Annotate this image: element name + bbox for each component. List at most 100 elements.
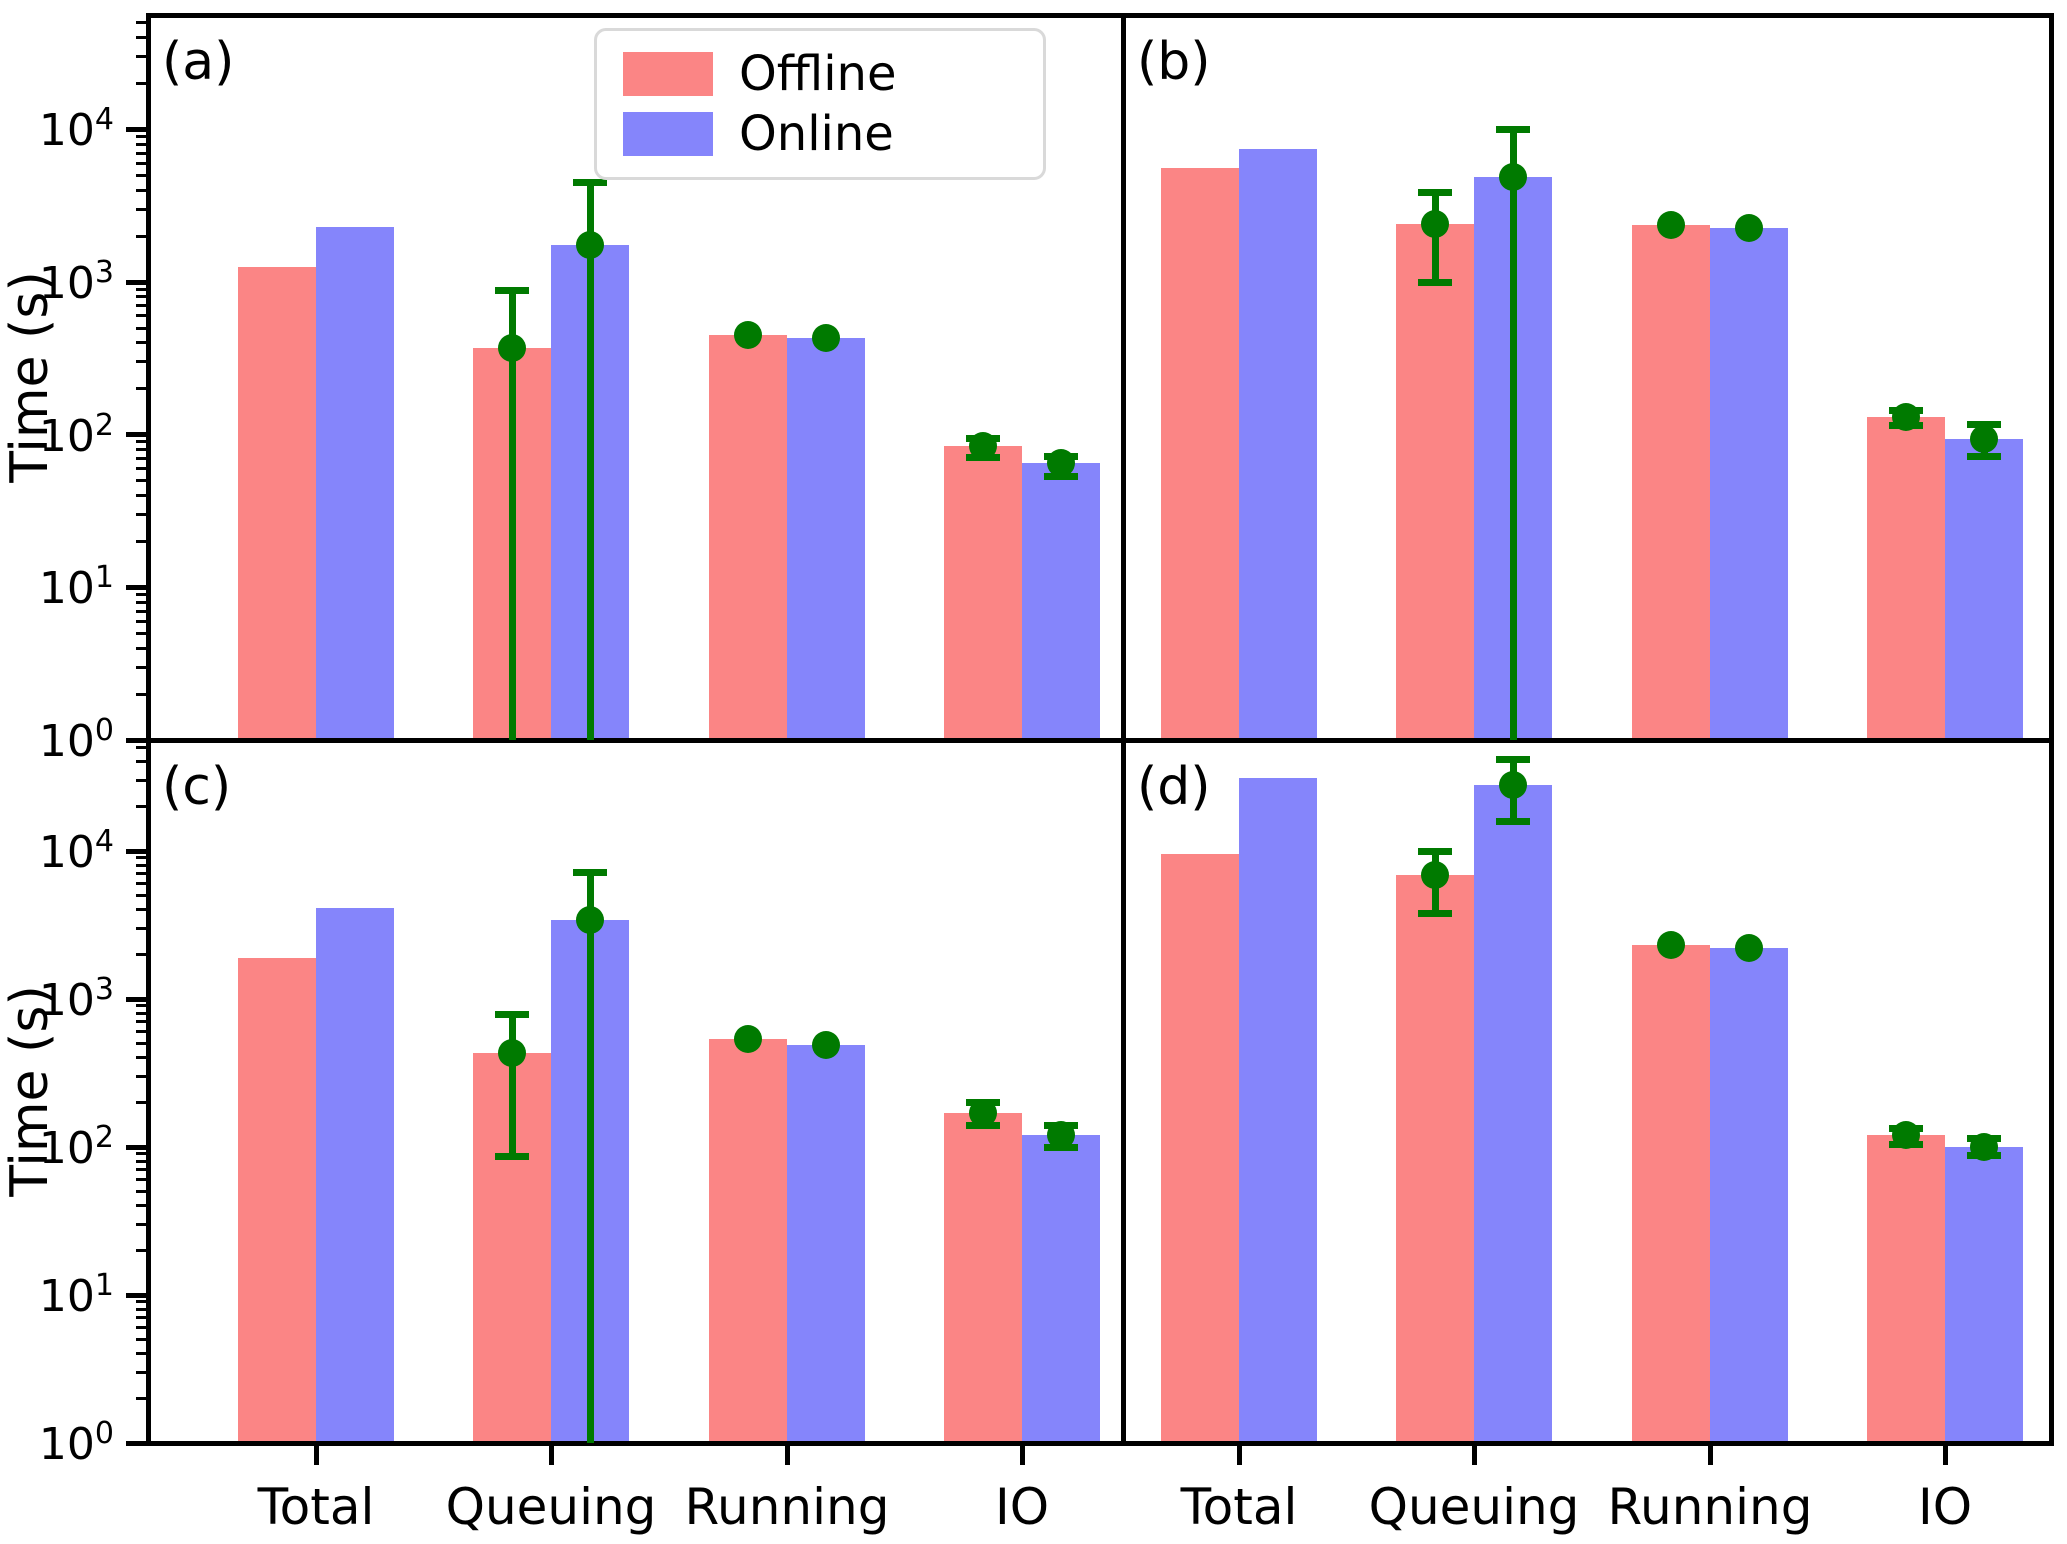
y-tick-label: 101 — [38, 1268, 114, 1322]
y-minor-tick — [136, 926, 148, 930]
y-minor-tick — [136, 134, 148, 138]
y-axis-title: Time (s) — [0, 271, 60, 483]
y-minor-tick — [136, 360, 148, 364]
y-tick-label: 100 — [38, 1416, 114, 1470]
online-swatch-icon — [623, 112, 713, 157]
marker-offline-io — [1892, 403, 1920, 432]
x-tick — [1019, 1443, 1025, 1465]
y-major-tick — [126, 737, 148, 743]
y-minor-tick — [136, 448, 148, 452]
bar-offline-queuing — [1396, 224, 1474, 740]
y-minor-tick — [136, 609, 148, 613]
y-tick-label: 100 — [38, 713, 114, 767]
y-minor-tick — [136, 1011, 148, 1015]
x-category-label-io: IO — [994, 1478, 1050, 1536]
marker-offline-queuing — [1421, 860, 1449, 889]
bar-offline-io — [1867, 417, 1945, 740]
y-minor-tick — [136, 1074, 148, 1078]
frame-bottom — [146, 1441, 2054, 1446]
errorbar-cap-bottom — [1967, 452, 2001, 460]
x-tick — [1707, 1443, 1713, 1465]
errorbar-online-queuing — [586, 872, 594, 1443]
bar-offline-total — [1161, 167, 1239, 740]
y-minor-tick — [136, 665, 148, 669]
marker-online-io — [1047, 449, 1075, 478]
panel-label-c: (c) — [162, 757, 232, 817]
y-minor-tick — [136, 1248, 148, 1252]
y-tick-label: 102 — [38, 407, 114, 462]
x-tick — [784, 1443, 790, 1465]
marker-offline-io — [969, 1098, 997, 1127]
bar-online-io — [1945, 438, 2023, 740]
y-major-tick — [126, 279, 148, 285]
y-minor-tick — [136, 479, 148, 483]
y-minor-tick — [136, 161, 148, 165]
marker-online-running — [812, 324, 840, 353]
y-minor-tick — [136, 1300, 148, 1304]
y-tick-label: 101 — [38, 560, 114, 615]
y-minor-tick — [136, 1326, 148, 1330]
y-minor-tick — [136, 440, 148, 444]
bar-online-io — [1022, 463, 1100, 740]
y-minor-tick — [136, 467, 148, 471]
bar-online-total — [1239, 778, 1317, 1443]
errorbar-online-queuing — [586, 182, 594, 740]
y-tick-label: 102 — [38, 1120, 114, 1174]
bar-offline-running — [709, 335, 787, 740]
y-minor-tick — [136, 1020, 148, 1024]
errorbar-cap-top — [1418, 848, 1452, 855]
bar-online-io — [1945, 1147, 2023, 1443]
marker-offline-io — [969, 431, 997, 460]
y-tick-label: 103 — [38, 255, 114, 309]
errorbar-cap-top — [495, 1011, 529, 1019]
marker-online-io — [1047, 1121, 1075, 1150]
x-tick — [1942, 1443, 1948, 1465]
y-minor-tick — [136, 1152, 148, 1156]
frame-top — [146, 13, 2054, 18]
y-minor-tick — [136, 1307, 148, 1311]
bar-online-io — [1022, 1135, 1100, 1443]
errorbar-offline-queuing — [508, 1014, 516, 1156]
y-minor-tick — [136, 1222, 148, 1226]
frame-right — [2049, 13, 2054, 1446]
y-minor-tick — [136, 692, 148, 696]
bar-online-total — [1239, 148, 1317, 740]
y-tick-label: 104 — [38, 824, 114, 878]
y-minor-tick — [136, 894, 148, 898]
bar-online-running — [1710, 228, 1788, 740]
marker-online-io — [1970, 424, 1998, 453]
y-major-tick — [126, 584, 148, 590]
y-major-tick — [126, 1144, 148, 1150]
marker-offline-running — [1657, 211, 1685, 240]
y-major-tick — [126, 1292, 148, 1298]
legend-item-online: Online — [623, 110, 1017, 158]
bar-online-running — [1710, 948, 1788, 1443]
y-minor-tick — [136, 1396, 148, 1400]
bar-online-total — [316, 908, 394, 1443]
y-minor-tick — [136, 21, 148, 25]
y-minor-tick — [136, 1204, 148, 1208]
marker-offline-running — [734, 1024, 762, 1053]
x-category-label-total: Total — [257, 1478, 375, 1536]
y-minor-tick — [136, 341, 148, 345]
marker-online-io — [1970, 1133, 1998, 1161]
x-category-label-io: IO — [1917, 1478, 1973, 1536]
y-minor-tick — [136, 1370, 148, 1374]
y-minor-tick — [136, 1352, 148, 1356]
y-minor-tick — [136, 1030, 148, 1034]
y-minor-tick — [136, 746, 148, 750]
errorbar-cap-top — [573, 869, 607, 877]
y-minor-tick — [136, 1168, 148, 1172]
bar-online-running — [787, 1044, 865, 1443]
marker-online-running — [1735, 934, 1763, 963]
y-minor-tick — [136, 142, 148, 146]
y-minor-tick — [136, 1338, 148, 1342]
marker-online-running — [812, 1030, 840, 1059]
y-minor-tick — [136, 882, 148, 886]
legend-item-offline: Offline — [623, 50, 1017, 98]
y-minor-tick — [136, 863, 148, 867]
y-major-tick — [126, 848, 148, 854]
y-minor-tick — [136, 304, 148, 308]
bar-offline-running — [1632, 945, 1710, 1443]
